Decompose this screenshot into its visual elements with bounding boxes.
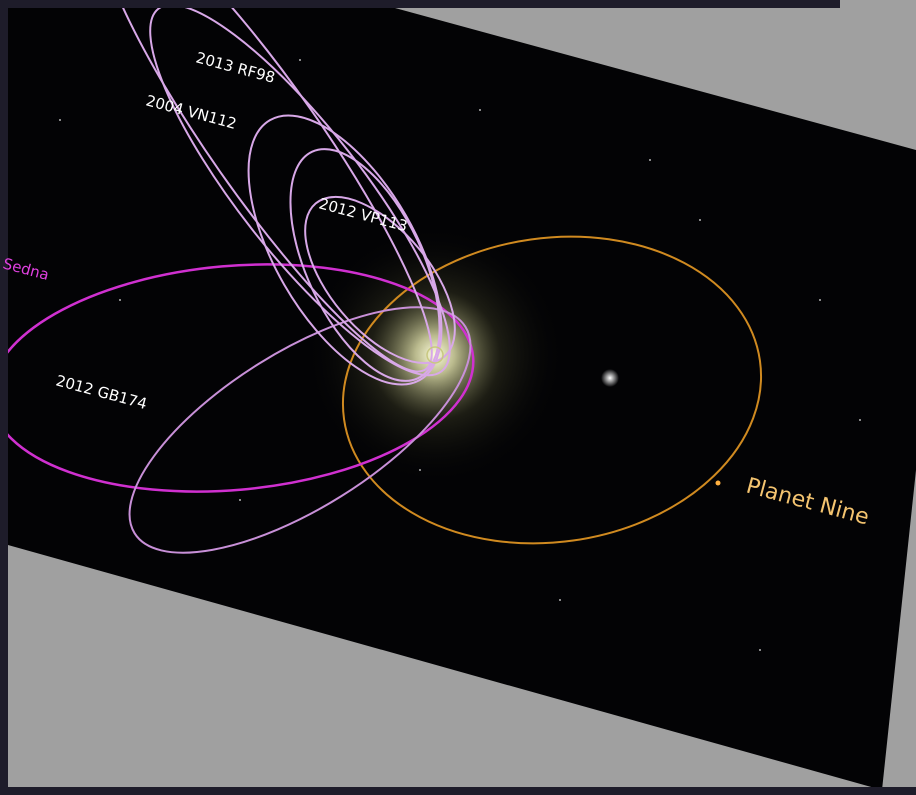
planet-nine: [716, 481, 721, 486]
bottom-frame: [0, 787, 916, 795]
top-bar: [0, 0, 840, 8]
left-frame: [0, 0, 8, 795]
image: 2013 RF98 2004 VN112 2012 VP113 Sedna 20…: [0, 0, 916, 795]
page: 2013 RF98 2004 VN112 2012 VP113 Sedna 20…: [0, 0, 916, 795]
star: [601, 369, 619, 387]
